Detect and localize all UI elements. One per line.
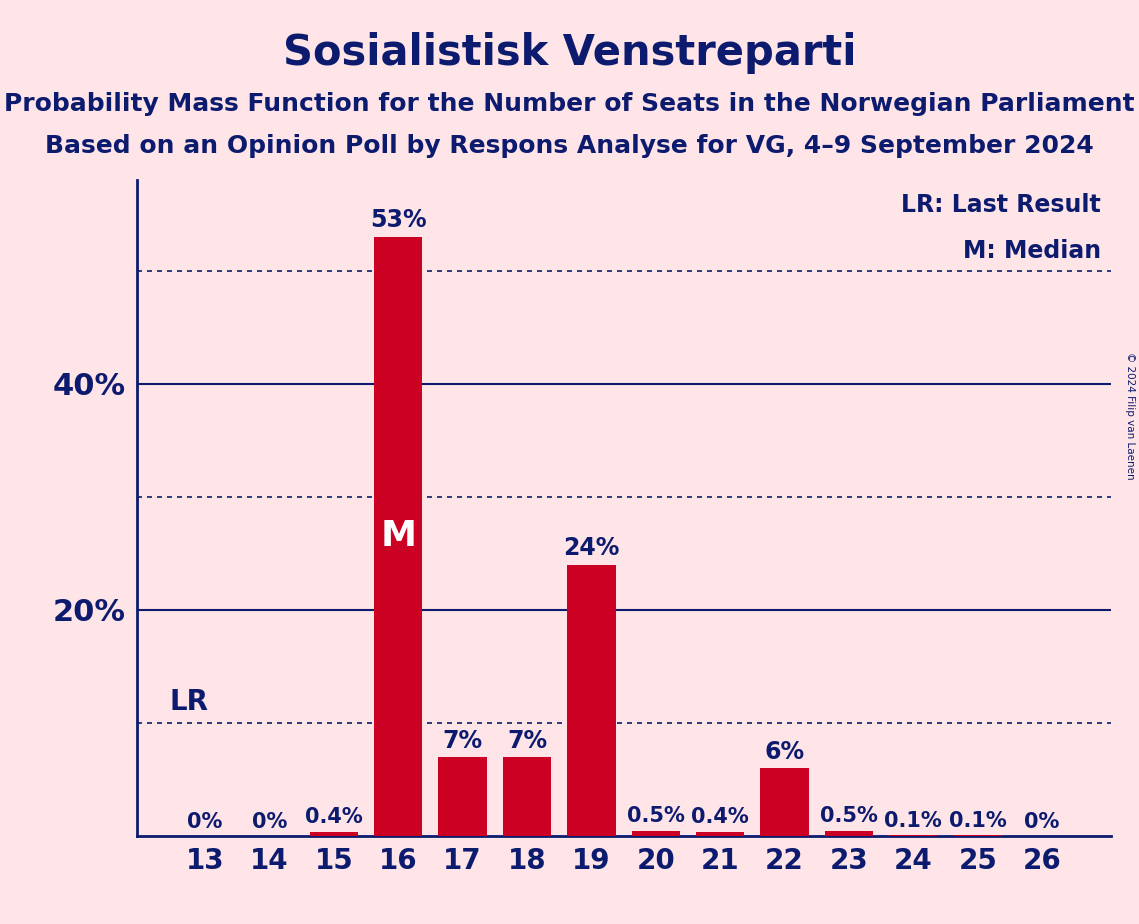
Text: 0.5%: 0.5%: [820, 806, 878, 826]
Text: 7%: 7%: [507, 728, 547, 752]
Text: LR: LR: [170, 688, 208, 716]
Bar: [439, 757, 486, 836]
Text: 53%: 53%: [370, 208, 427, 232]
Bar: [632, 831, 680, 836]
Text: 7%: 7%: [443, 728, 483, 752]
Text: 24%: 24%: [563, 536, 620, 560]
Bar: [567, 565, 615, 836]
Text: 0%: 0%: [188, 811, 223, 832]
Text: Probability Mass Function for the Number of Seats in the Norwegian Parliament: Probability Mass Function for the Number…: [5, 92, 1134, 116]
Text: 0.5%: 0.5%: [626, 806, 685, 826]
Text: 0.1%: 0.1%: [885, 810, 942, 831]
Text: LR: Last Result: LR: Last Result: [901, 193, 1100, 217]
Text: 0%: 0%: [1024, 811, 1059, 832]
Bar: [825, 831, 874, 836]
Text: Based on an Opinion Poll by Respons Analyse for VG, 4–9 September 2024: Based on an Opinion Poll by Respons Anal…: [46, 134, 1093, 158]
Bar: [503, 757, 551, 836]
Text: M: M: [380, 519, 416, 553]
Text: © 2024 Filip van Laenen: © 2024 Filip van Laenen: [1125, 352, 1134, 480]
Text: 0.1%: 0.1%: [949, 810, 1007, 831]
Text: 6%: 6%: [764, 740, 804, 764]
Text: 0.4%: 0.4%: [691, 808, 749, 827]
Text: 0.4%: 0.4%: [305, 808, 362, 827]
Bar: [890, 835, 937, 836]
Text: Sosialistisk Venstreparti: Sosialistisk Venstreparti: [282, 32, 857, 74]
Text: 0%: 0%: [252, 811, 287, 832]
Bar: [953, 835, 1002, 836]
Bar: [696, 832, 744, 836]
Bar: [761, 769, 809, 836]
Bar: [374, 237, 423, 836]
Text: M: Median: M: Median: [962, 239, 1100, 263]
Bar: [310, 832, 358, 836]
